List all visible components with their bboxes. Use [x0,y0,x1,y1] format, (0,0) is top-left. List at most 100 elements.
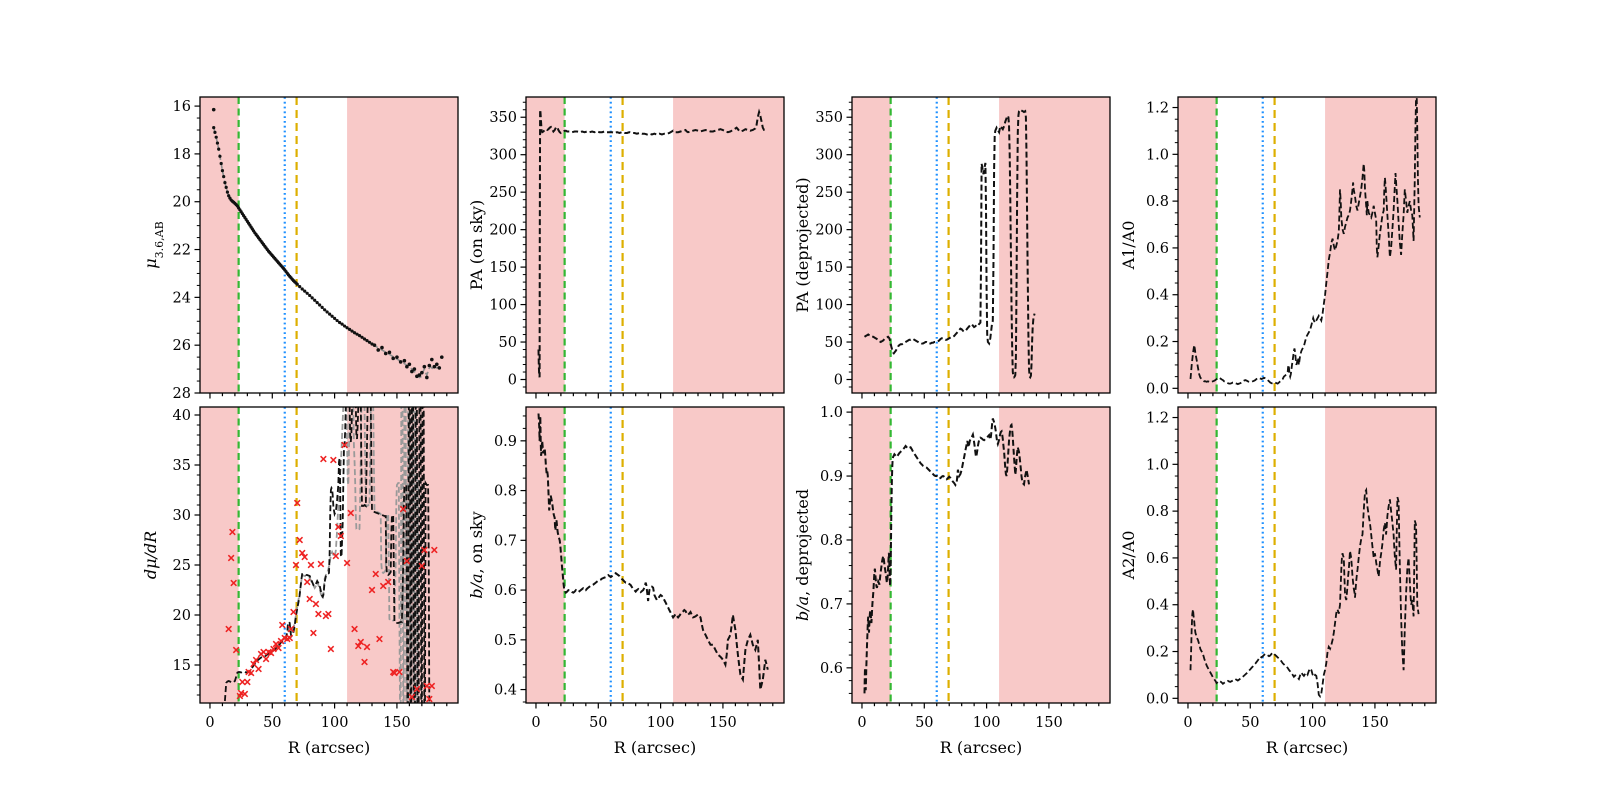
surface-brightness-tail-dots-marker [395,355,399,359]
dmudr-red-crosses-marker [376,635,383,643]
y-axis-label: A1/A0 [1119,221,1138,271]
y-tick-label: 0.5 [494,633,517,649]
excluded-region-span [347,97,458,393]
y-tick-label: 40 [173,408,191,424]
x-tick-label: 150 [1361,715,1389,731]
dmudr-red-crosses-marker [418,562,426,570]
surface-brightness-line-dot [315,301,319,305]
excluded-region-span [1325,97,1436,393]
surface-brightness-line-dot [365,339,369,343]
dmudr-red-crosses-marker [244,678,251,686]
y-tick-label: 1.0 [820,405,843,421]
surface-brightness-line-dot [212,126,216,130]
y-tick-label: 24 [173,290,191,306]
pa-deprojected-line [863,108,1036,380]
surface-brightness-line-dot [222,175,226,179]
dmudr-red-crosses-marker [317,560,325,568]
dmudr-red-crosses-marker [347,509,355,517]
surface-brightness-line-dot [320,305,324,310]
surface-brightness-line-dot [360,335,364,339]
dmudr-red-crosses-marker [232,646,240,654]
surface-brightness-tail-dots-marker [439,355,444,359]
surface-brightness-line-dot [220,169,225,173]
y-tick-label: 100 [815,298,843,314]
x-tick-label: 0 [531,715,540,731]
y-tick-label: 250 [815,185,843,201]
dmudr-red-crosses-marker [421,546,428,554]
dmudr-red-crosses-marker [252,656,260,664]
y-tick-label: 0.6 [1146,551,1169,567]
surface-brightness-tail-dots-marker [422,364,427,369]
axes-frame [1177,96,1437,394]
x-axis-label: R (arcsec) [940,738,1022,757]
excluded-region-span [200,407,239,703]
surface-brightness-line-dot [300,287,304,291]
y-tick-label: 150 [815,260,843,276]
x-tick-label: 150 [1035,715,1063,731]
series-group [211,107,444,380]
surface-brightness-tail-dots-marker [420,370,424,375]
dmudr-red-crosses-marker [310,629,317,637]
y-tick-label: 0.6 [494,583,517,599]
surface-brightness-line-dot [295,282,299,286]
y-tick-label: 35 [173,458,191,474]
surface-brightness-line-dot [335,318,339,323]
y-tick-label: 0.8 [1146,504,1169,520]
surface-brightness-line-dot [350,329,354,333]
surface-brightness-line-dot [305,291,309,295]
y-tick-label: 0.2 [1146,335,1169,351]
y-tick-label: 1.2 [1146,101,1169,117]
dmudr-red-crosses-marker [267,649,275,657]
y-tick-label: 30 [173,508,191,524]
surface-brightness-line-dot [303,289,307,293]
series-group [1189,97,1421,386]
dmudr-red-crosses-marker [354,642,362,650]
surface-brightness-line-dot [342,324,347,328]
dmudr-red-crosses-marker [278,621,286,629]
series-group [537,413,769,690]
dmudr-red-crosses-marker [303,578,311,586]
surface-brightness-tail-dots-marker [432,364,437,369]
dmudr-red-crosses-marker [357,638,365,646]
y-tick-label: 28 [173,386,191,402]
pa-sky-line [537,108,768,378]
panel-ba-sky: 0 50 100 150 0.4 0.5 0.6 0.7 0.8 0.9 b/a, on sky R … [467,406,785,757]
dmudr-red-crosses-marker [255,665,262,673]
dmudr-red-crosses-marker [341,441,348,449]
excluded-region-span [526,407,565,703]
y-tick-label: 25 [173,558,191,574]
dmudr-red-crosses-marker [325,610,332,618]
dmudr-red-crosses-marker [301,553,309,561]
excluded-region-span [1178,97,1217,393]
excluded-region-span [999,407,1110,703]
surface-brightness-tail-dots-marker [410,369,414,374]
dmudr-red-crosses-marker [368,586,376,594]
y-tick-label: 350 [815,110,843,126]
surface-brightness-line-dot [308,293,312,298]
surface-brightness-line-dot [325,310,329,314]
surface-brightness-line-dot [362,337,367,341]
surface-brightness-line-dot [225,190,230,194]
y-tick-label: 350 [489,110,517,126]
x-tick-label: 50 [1241,715,1259,731]
dmudr-red-crosses-marker [298,549,306,557]
x-tick-label: 0 [1183,715,1192,731]
y-tick-label: 0.4 [1146,288,1169,304]
y-tick-label: 300 [815,148,843,164]
dmudr-red-crosses-marker [384,578,392,586]
surface-brightness-tail-dots-marker [391,356,395,361]
y-axis-label-part: 3.6,AB [153,221,166,258]
dmudr-red-crosses-marker [396,668,403,676]
x-axis-label: R (arcsec) [614,738,696,757]
surface-brightness-line-dot [345,326,349,330]
panel-dmudr: 0 50 100 150 15 20 25 30 35 40 dμ/dR R (arcsec) [141,406,459,757]
surface-brightness-tail-dots-marker [417,373,422,377]
y-tick-label: 0.9 [494,434,517,450]
y-tick-label: 18 [173,147,191,163]
dmudr-red-crosses-marker [306,595,314,603]
series-group [537,108,768,378]
surface-brightness-tail-dots-marker [437,366,442,370]
y-tick-label: 0.8 [494,484,517,500]
